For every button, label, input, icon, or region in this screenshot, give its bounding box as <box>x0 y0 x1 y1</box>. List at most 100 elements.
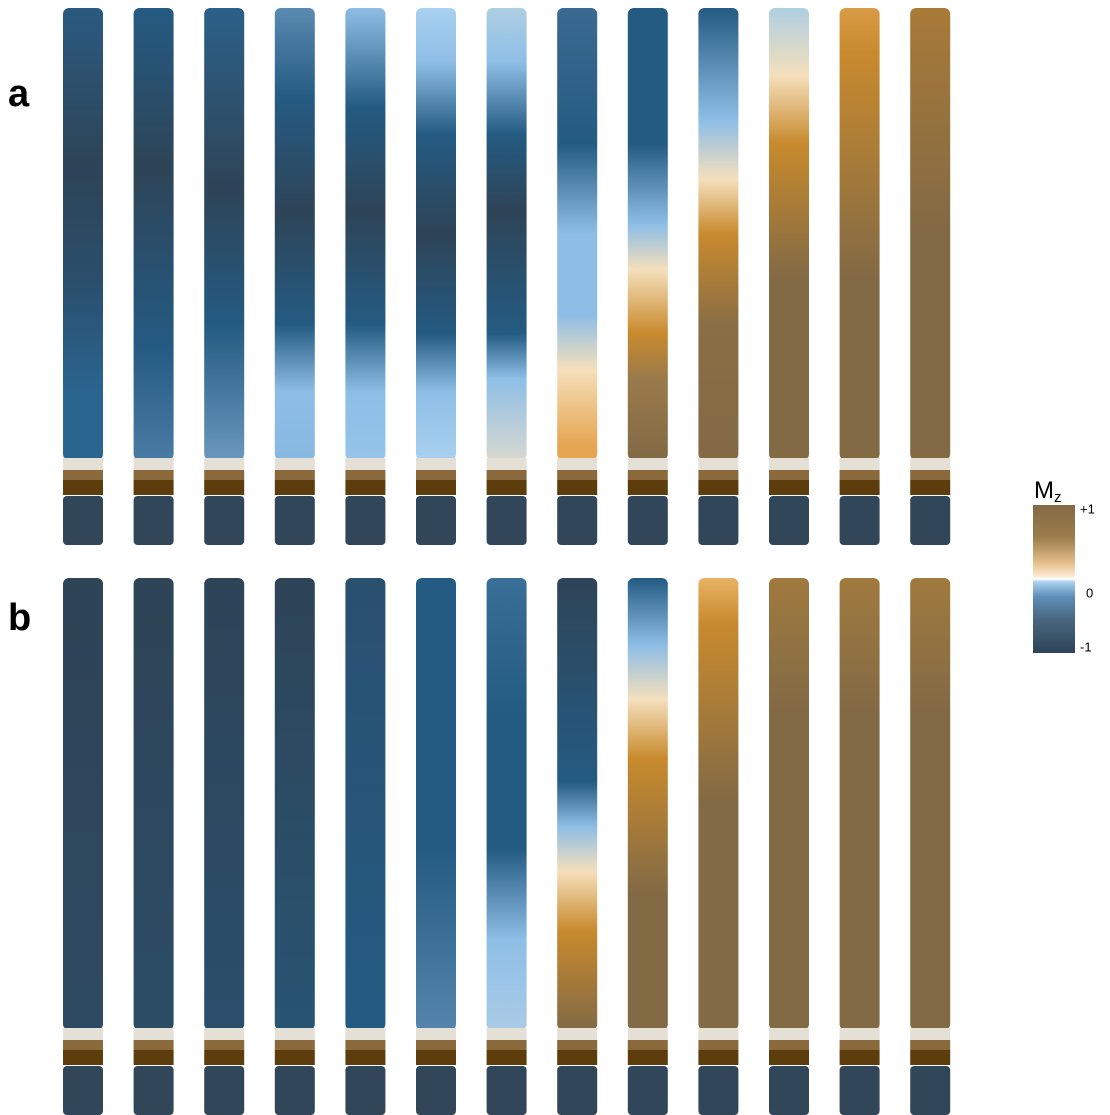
wire-body <box>769 578 809 1030</box>
base <box>840 1066 880 1115</box>
wire-body <box>628 578 668 1030</box>
base <box>628 496 668 545</box>
nanowire <box>487 8 527 545</box>
wire-body <box>134 578 174 1030</box>
wire-body <box>910 578 950 1030</box>
spacer <box>275 1028 315 1040</box>
spacer <box>769 1028 809 1040</box>
base <box>63 1066 103 1115</box>
cap <box>769 480 809 495</box>
cap <box>345 1050 385 1065</box>
colorbar-label: M <box>1034 477 1054 504</box>
spacer <box>698 1028 738 1040</box>
spacer <box>134 1028 174 1040</box>
base <box>134 1066 174 1115</box>
nanowire <box>910 8 950 545</box>
colorbar-tick: 0 <box>1086 585 1093 600</box>
wire-body <box>698 8 738 460</box>
nanowire <box>628 578 668 1115</box>
wire-body <box>698 578 738 1030</box>
cap <box>416 480 456 495</box>
cap-top <box>204 1040 244 1050</box>
figure: a b Mz +1 0 -1 <box>0 0 1110 1115</box>
base <box>275 496 315 545</box>
nanowire <box>134 8 174 545</box>
columns <box>63 8 950 1115</box>
spacer <box>63 458 103 470</box>
wire-body <box>275 8 315 460</box>
nanowire <box>698 8 738 545</box>
cap <box>698 1050 738 1065</box>
spacer <box>63 1028 103 1040</box>
nanowire <box>63 578 103 1115</box>
cap-top <box>134 1040 174 1050</box>
wire-body <box>557 578 597 1030</box>
nanowire <box>416 8 456 545</box>
spacer <box>628 458 668 470</box>
base <box>345 1066 385 1115</box>
cap-top <box>557 1040 597 1050</box>
cap-top <box>345 470 385 480</box>
cap-top <box>63 470 103 480</box>
wire-body <box>628 8 668 460</box>
nanowire <box>416 578 456 1115</box>
cap-top <box>416 470 456 480</box>
cap-top <box>134 470 174 480</box>
nanowire <box>628 8 668 545</box>
base <box>416 1066 456 1115</box>
cap-top <box>910 1040 950 1050</box>
base <box>769 1066 809 1115</box>
wire-body <box>416 578 456 1030</box>
nanowire <box>769 578 809 1115</box>
wire-body <box>345 578 385 1030</box>
wire-body <box>487 8 527 460</box>
cap-top <box>628 1040 668 1050</box>
cap-top <box>840 470 880 480</box>
base <box>628 1066 668 1115</box>
cap <box>345 480 385 495</box>
spacer <box>628 1028 668 1040</box>
cap <box>275 1050 315 1065</box>
nanowire <box>487 578 527 1115</box>
wire-body <box>840 8 880 460</box>
spacer <box>204 1028 244 1040</box>
nanowire <box>134 578 174 1115</box>
base <box>487 496 527 545</box>
spacer <box>698 458 738 470</box>
base <box>910 1066 950 1115</box>
cap <box>628 1050 668 1065</box>
wire-body <box>134 8 174 460</box>
nanowire <box>204 8 244 545</box>
nanowire <box>910 578 950 1115</box>
cap <box>63 1050 103 1065</box>
nanowire <box>275 578 315 1115</box>
cap <box>910 1050 950 1065</box>
base <box>204 1066 244 1115</box>
cap-top <box>487 470 527 480</box>
cap <box>134 480 174 495</box>
spacer <box>840 1028 880 1040</box>
base <box>416 496 456 545</box>
cap <box>557 1050 597 1065</box>
cap <box>840 1050 880 1065</box>
cap <box>487 480 527 495</box>
wire-body <box>63 8 103 460</box>
cap-top <box>487 1040 527 1050</box>
spacer <box>416 1028 456 1040</box>
wire-body <box>204 578 244 1030</box>
nanowire <box>840 578 880 1115</box>
nanowire <box>769 8 809 545</box>
cap <box>910 480 950 495</box>
spacer <box>275 458 315 470</box>
spacer <box>910 458 950 470</box>
base <box>275 1066 315 1115</box>
base <box>345 496 385 545</box>
cap-top <box>416 1040 456 1050</box>
base <box>134 496 174 545</box>
spacer <box>204 458 244 470</box>
nanowire <box>557 8 597 545</box>
base <box>557 496 597 545</box>
wire-body <box>204 8 244 460</box>
cap-top <box>698 470 738 480</box>
cap-top <box>698 1040 738 1050</box>
